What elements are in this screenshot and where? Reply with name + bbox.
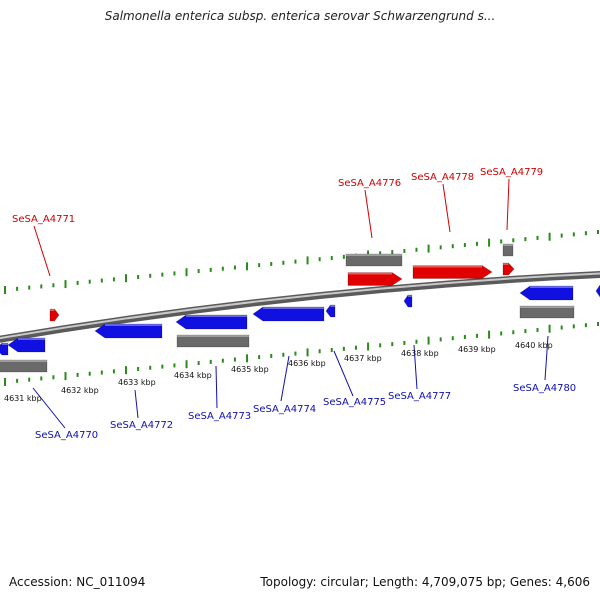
reverse-gene-shine xyxy=(408,295,412,297)
page-title: Salmonella enterica subsp. enterica sero… xyxy=(104,9,496,23)
reverse-gene-shine xyxy=(186,315,247,317)
backbone-band xyxy=(0,270,600,343)
gene-label: SeSA_A4780 xyxy=(513,383,576,394)
scale-label: 4637 kbp xyxy=(344,354,382,363)
gene-label: SeSA_A4775 xyxy=(323,397,386,408)
reverse-gene-shine xyxy=(330,305,335,307)
label-leader-bottom xyxy=(544,335,549,381)
gene-label: SeSA_A4772 xyxy=(110,420,173,431)
label-leader-bottom xyxy=(280,355,290,402)
label-leader-bottom xyxy=(32,387,66,429)
rna-gene xyxy=(176,334,250,348)
scale-label: 4633 kbp xyxy=(118,378,156,387)
scale-label: 4636 kbp xyxy=(288,359,326,368)
rna-gene xyxy=(502,243,514,257)
rna-gene-shine xyxy=(0,360,47,362)
reverse-gene xyxy=(175,314,248,330)
scale-label: 4631 kbp xyxy=(4,394,42,403)
gene-label: SeSA_A4777 xyxy=(388,391,451,402)
rna-gene xyxy=(345,253,403,267)
forward-gene-shine xyxy=(503,263,509,265)
label-leader-top xyxy=(33,225,51,277)
reverse-gene-shine xyxy=(530,286,573,288)
gene-label: SeSA_A4779 xyxy=(480,167,543,178)
rna-gene-shine xyxy=(346,254,402,256)
gene-features xyxy=(0,243,600,373)
gene-label: SeSA_A4773 xyxy=(188,411,251,422)
scale-label: 4638 kbp xyxy=(401,349,439,358)
forward-gene xyxy=(412,265,493,279)
reverse-gene-shine xyxy=(105,324,162,326)
label-leader-bottom xyxy=(215,365,218,409)
forward-gene-shine xyxy=(50,309,55,311)
scale-label: 4639 kbp xyxy=(458,345,496,354)
label-leader-top xyxy=(506,178,510,231)
backbone-highlight xyxy=(0,272,600,340)
label-leader-top xyxy=(364,189,373,239)
reverse-gene xyxy=(94,323,163,339)
forward-gene xyxy=(347,272,403,286)
forward-gene xyxy=(502,262,515,276)
accession-text: Accession: NC_011094 xyxy=(9,575,146,589)
reverse-gene-shine xyxy=(2,343,8,345)
reverse-gene-shine xyxy=(263,307,324,309)
gene-label: SeSA_A4771 xyxy=(12,214,75,225)
reverse-gene xyxy=(595,284,600,298)
forward-gene-shine xyxy=(348,272,392,275)
forward-gene-shine xyxy=(413,265,482,268)
scale-label: 4634 kbp xyxy=(174,371,212,380)
reverse-gene xyxy=(7,337,46,353)
reverse-gene xyxy=(403,294,413,308)
tick-marks xyxy=(4,230,599,386)
gene-label: SeSA_A4770 xyxy=(35,430,98,441)
rna-gene xyxy=(0,359,48,373)
gene-label: SeSA_A4774 xyxy=(253,404,316,415)
scale-label: 4640 kbp xyxy=(515,341,553,350)
scale-label: 4632 kbp xyxy=(61,386,99,395)
forward-gene xyxy=(49,308,60,322)
gene-label: SeSA_A4778 xyxy=(411,172,474,183)
reverse-gene-shine xyxy=(18,338,45,340)
label-leader-bottom xyxy=(134,389,139,419)
gene-label: SeSA_A4776 xyxy=(338,178,401,189)
gene-labels: 4631 kbp 4632 kbp 4633 kbp 4634 kbp 4635 kbp… xyxy=(4,167,576,441)
genome-backbone xyxy=(0,270,600,343)
rna-gene-shine xyxy=(503,244,513,246)
label-leader-lines xyxy=(32,178,549,429)
rna-gene-shine xyxy=(520,306,574,308)
rna-gene-shine xyxy=(177,335,249,337)
reverse-gene xyxy=(325,304,336,318)
label-leader-bottom xyxy=(413,344,418,390)
scale-label: 4635 kbp xyxy=(231,365,269,374)
label-leader-top xyxy=(442,183,451,233)
reverse-gene xyxy=(252,306,325,322)
topology-text: Topology: circular; Length: 4,709,075 bp… xyxy=(260,575,590,589)
rna-gene xyxy=(519,305,575,319)
reverse-gene xyxy=(519,285,574,301)
reverse-gene xyxy=(0,342,9,356)
label-leader-bottom xyxy=(333,350,354,397)
